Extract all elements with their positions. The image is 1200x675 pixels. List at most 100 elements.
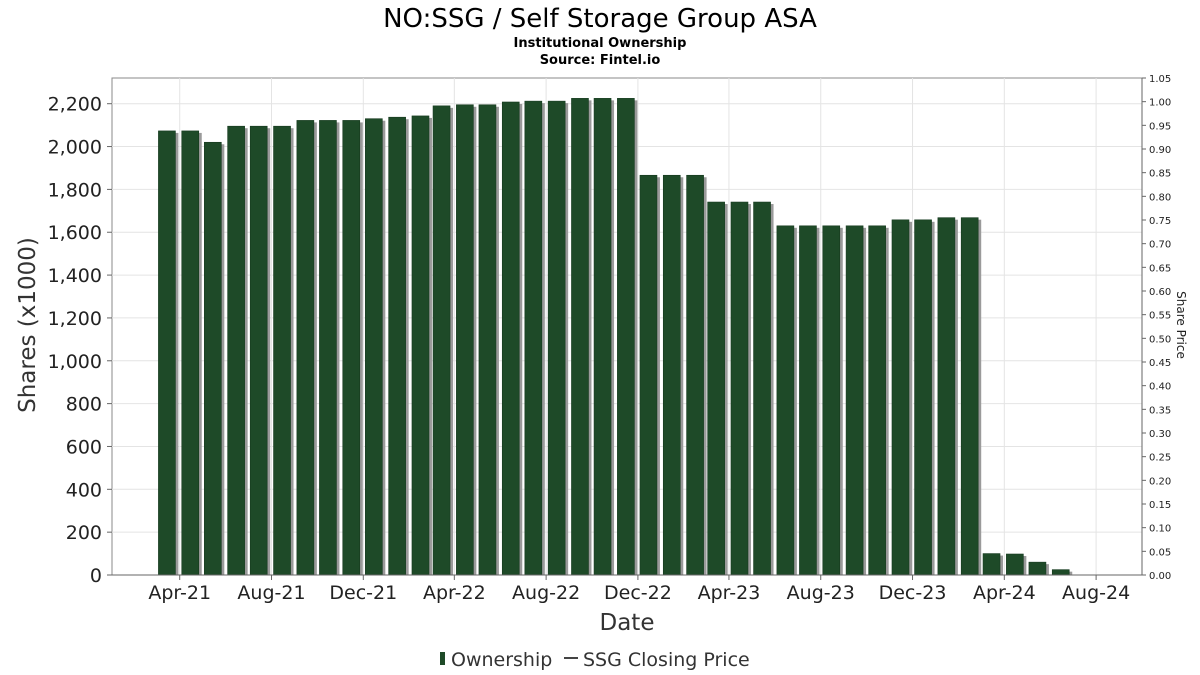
y2-tick-label: 0.65 <box>1149 263 1171 274</box>
y2-tick-label: 0.10 <box>1149 524 1171 535</box>
y2-tick-label: 0.05 <box>1149 547 1171 558</box>
y2-tick-label: 0.55 <box>1149 311 1171 322</box>
ownership-bar <box>982 553 1001 576</box>
y2-tick-label: 0.50 <box>1149 334 1171 345</box>
x-tick-label: Apr-21 <box>148 582 211 604</box>
ownership-bar <box>937 217 956 576</box>
ownership-bar <box>571 98 589 576</box>
ownership-bar <box>730 201 749 576</box>
ownership-bar <box>617 98 635 576</box>
y-axis-left: 0 200 400 600 800 1,000 1,200 1,400 1,600 1,800 2,… <box>48 94 112 587</box>
ownership-bar <box>914 219 932 576</box>
legend: Ownership SSG Closing Price <box>440 649 750 671</box>
ownership-bar <box>639 174 658 576</box>
y2-axis-title: Share Price <box>1174 291 1188 359</box>
ownership-bar <box>707 201 725 576</box>
ownership-bar <box>868 225 886 576</box>
y-axis-title: Shares (x1000) <box>15 237 41 413</box>
y2-tick-label: 0.85 <box>1149 169 1171 180</box>
y2-tick-label: 0.40 <box>1149 382 1171 393</box>
y2-tick-label: 0.75 <box>1149 216 1171 227</box>
ownership-bar <box>960 217 979 576</box>
y-tick-label: 1,600 <box>48 222 102 244</box>
ownership-bar <box>342 120 361 576</box>
y-tick-label: 800 <box>66 394 102 416</box>
x-tick-label: Apr-24 <box>973 582 1036 604</box>
x-tick-label: Aug-24 <box>1062 582 1130 604</box>
y-tick-label: 600 <box>66 436 102 458</box>
y2-tick-label: 0.95 <box>1149 121 1171 132</box>
legend-ownership-label: Ownership <box>451 649 552 671</box>
y-tick-label: 400 <box>66 479 102 501</box>
ownership-bar <box>411 115 430 576</box>
ownership-bar <box>753 201 771 576</box>
ownership-bar <box>388 116 406 576</box>
x-tick-label: Apr-23 <box>698 582 761 604</box>
ownership-bar <box>662 174 681 576</box>
ownership-bar <box>204 141 222 576</box>
ownership-bar <box>249 125 268 576</box>
ownership-bar <box>799 225 817 576</box>
y-tick-label: 0 <box>90 565 102 587</box>
y-tick-label: 2,200 <box>48 94 102 116</box>
x-axis-title: Date <box>600 610 655 636</box>
y2-tick-label: 0.25 <box>1149 453 1171 464</box>
bars-group <box>158 98 1073 576</box>
x-tick-label: Apr-22 <box>423 582 486 604</box>
y2-tick-label: 1.05 <box>1149 74 1171 85</box>
y2-tick-label: 0.70 <box>1149 240 1171 251</box>
ownership-bar <box>524 100 543 576</box>
ownership-bar <box>296 120 315 576</box>
y2-tick-label: 0.60 <box>1149 287 1171 298</box>
ownership-bar <box>273 125 291 576</box>
legend-ownership-swatch <box>440 652 445 665</box>
x-tick-label: Aug-21 <box>237 582 305 604</box>
y2-tick-label: 0.20 <box>1149 476 1171 487</box>
y-axis-right: 0.00 0.05 0.10 0.15 0.20 0.25 0.30 0.35 0.40 0.45… <box>1141 74 1171 582</box>
y2-tick-label: 0.90 <box>1149 145 1171 156</box>
chart-subtitle-source: Source: Fintel.io <box>540 53 661 68</box>
y-tick-label: 1,000 <box>48 351 102 373</box>
ownership-bar <box>181 130 200 576</box>
ownership-bar <box>822 225 841 576</box>
ownership-bar <box>776 225 795 576</box>
y-tick-label: 1,200 <box>48 308 102 330</box>
x-tick-label: Aug-22 <box>512 582 580 604</box>
ownership-bar <box>319 120 337 576</box>
x-tick-label: Aug-23 <box>787 582 855 604</box>
ownership-bar <box>891 219 910 576</box>
ownership-bar <box>547 100 566 576</box>
y2-tick-label: 0.35 <box>1149 405 1171 416</box>
ownership-bar <box>158 130 176 576</box>
x-tick-label: Dec-21 <box>329 582 397 604</box>
y2-tick-label: 1.00 <box>1149 98 1171 109</box>
y-tick-label: 200 <box>66 522 102 544</box>
y2-tick-label: 0.80 <box>1149 192 1171 203</box>
chart-subtitle-ownership: Institutional Ownership <box>514 36 687 51</box>
ownership-bar <box>686 174 704 576</box>
ownership-bar <box>1051 569 1070 576</box>
legend-price-label: SSG Closing Price <box>583 649 750 671</box>
y-tick-label: 1,800 <box>48 179 102 201</box>
ownership-bar <box>227 125 245 576</box>
ownership-bar <box>478 104 497 576</box>
y2-tick-label: 0.15 <box>1149 500 1171 511</box>
ownership-bar <box>845 225 864 576</box>
x-tick-label: Dec-22 <box>604 582 672 604</box>
ownership-bar <box>1006 553 1024 576</box>
ownership-bar <box>456 104 474 576</box>
ownership-bar <box>365 118 383 576</box>
ownership-bar <box>432 105 451 576</box>
y-tick-label: 1,400 <box>48 265 102 287</box>
x-axis: Apr-21 Aug-21 Dec-21 Apr-22 Aug-22 Dec-22 Apr-… <box>112 574 1142 604</box>
y-tick-label: 2,000 <box>48 137 102 159</box>
y2-tick-label: 0.45 <box>1149 358 1171 369</box>
x-tick-label: Dec-23 <box>879 582 947 604</box>
ownership-bar <box>1028 561 1047 576</box>
chart-title: NO:SSG / Self Storage Group ASA <box>383 4 817 34</box>
ownership-bar <box>501 101 520 576</box>
ownership-bar <box>593 98 612 576</box>
y2-tick-label: 0.00 <box>1149 571 1171 582</box>
y2-tick-label: 0.30 <box>1149 429 1171 440</box>
